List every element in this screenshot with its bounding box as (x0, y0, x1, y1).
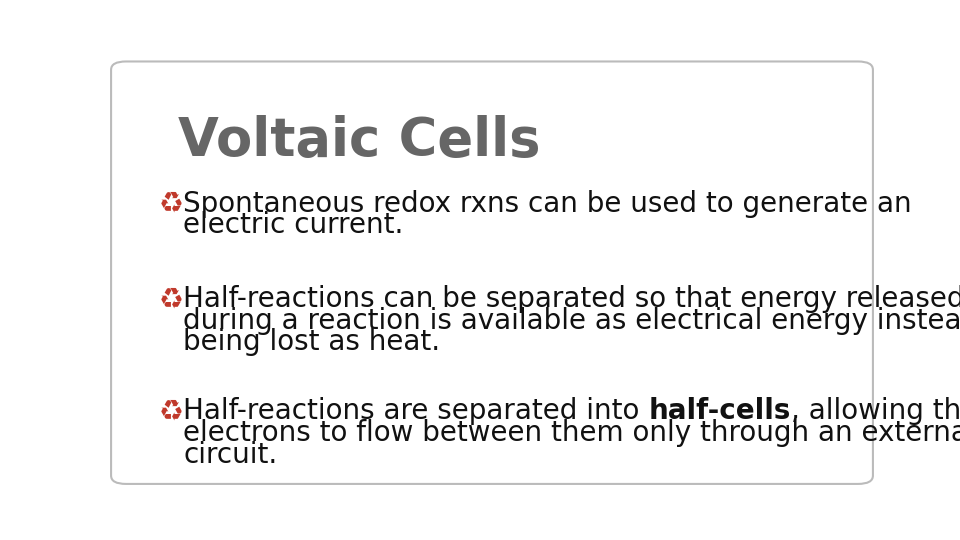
Text: ♻: ♻ (158, 190, 183, 218)
Text: circuit.: circuit. (183, 441, 277, 469)
Text: half-cells: half-cells (649, 397, 791, 426)
FancyBboxPatch shape (111, 62, 873, 484)
Text: electric current.: electric current. (183, 211, 403, 239)
Text: , allowing the: , allowing the (791, 397, 960, 426)
Text: Half-reactions can be separated so that energy released: Half-reactions can be separated so that … (183, 285, 960, 313)
Text: Voltaic Cells: Voltaic Cells (179, 114, 540, 167)
Text: electrons to flow between them only through an external: electrons to flow between them only thro… (183, 419, 960, 447)
Text: ♻: ♻ (158, 397, 183, 426)
Text: ♻: ♻ (158, 285, 183, 313)
Text: during a reaction is available as electrical energy instead of: during a reaction is available as electr… (183, 307, 960, 335)
Text: being lost as heat.: being lost as heat. (183, 328, 441, 356)
Text: Spontaneous redox rxns can be used to generate an: Spontaneous redox rxns can be used to ge… (183, 190, 912, 218)
Text: Half-reactions are separated into: Half-reactions are separated into (183, 397, 649, 426)
